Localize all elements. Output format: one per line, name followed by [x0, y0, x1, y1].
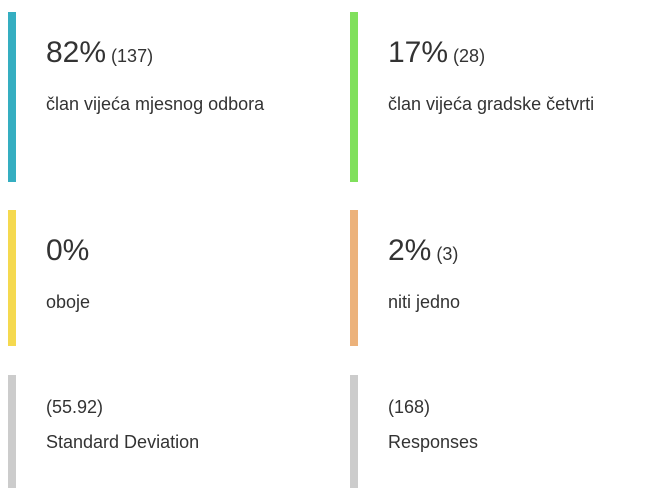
result-head: 82% (137): [46, 36, 153, 70]
option-label: član vijeća mjesnog odbora: [46, 94, 265, 114]
result-card: 17% (28) član vijeća gradske četvrti: [350, 12, 650, 182]
stat-label: Standard Deviation: [46, 432, 200, 452]
stat-label: Responses: [388, 432, 479, 452]
percent: 2%: [388, 234, 432, 267]
color-bar: [350, 210, 358, 346]
option-label: niti jedno: [388, 292, 461, 312]
count: (28): [453, 46, 486, 66]
percent: 82%: [46, 36, 107, 69]
color-bar: [8, 375, 16, 488]
option-label: član vijeća gradske četvrti: [388, 94, 595, 114]
result-card: 0% oboje: [8, 210, 308, 346]
stat-value: (55.92): [46, 397, 104, 417]
stat-value: (168): [388, 397, 431, 417]
result-head: 0%: [46, 234, 89, 268]
result-head: 17% (28): [388, 36, 485, 70]
result-card: 2% (3) niti jedno: [350, 210, 650, 346]
percent: 0%: [46, 234, 90, 267]
result-head: 2% (3): [388, 234, 458, 268]
color-bar: [8, 210, 16, 346]
percent: 17%: [388, 36, 449, 69]
color-bar: [8, 12, 16, 182]
option-label: oboje: [46, 292, 91, 312]
color-bar: [350, 12, 358, 182]
result-card: 82% (137) član vijeća mjesnog odbora: [8, 12, 308, 182]
stat-card: (168) Responses: [350, 375, 640, 488]
count: (137): [111, 46, 154, 66]
stat-card: (55.92) Standard Deviation: [8, 375, 298, 488]
count: (3): [436, 244, 459, 264]
color-bar: [350, 375, 358, 488]
